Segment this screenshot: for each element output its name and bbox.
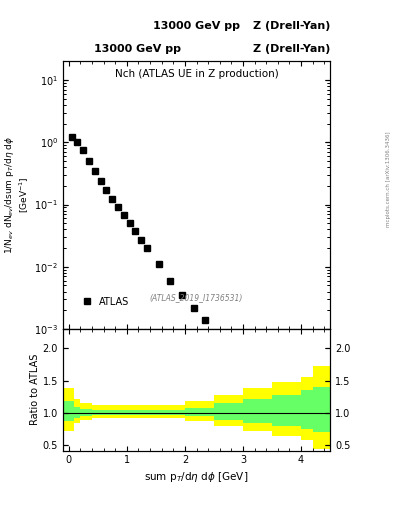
Line: ATLAS: ATLAS: [69, 135, 324, 507]
ATLAS: [156, 261, 161, 267]
Text: Z (Drell-Yan): Z (Drell-Yan): [253, 21, 330, 31]
ATLAS: [92, 167, 97, 174]
ATLAS: [69, 134, 74, 140]
Y-axis label: 1/N$_{ev}$ dN$_{ev}$/dsum p$_T$/d$\eta$ d$\phi$
[GeV$^{-1}$]: 1/N$_{ev}$ dN$_{ev}$/dsum p$_T$/d$\eta$ …: [3, 136, 31, 254]
ATLAS: [180, 292, 184, 298]
Text: Z (Drell-Yan): Z (Drell-Yan): [253, 44, 330, 54]
Text: 13000 GeV pp: 13000 GeV pp: [153, 21, 240, 31]
Text: mcplots.cern.ch [arXiv:1306.3436]: mcplots.cern.ch [arXiv:1306.3436]: [386, 132, 391, 227]
ATLAS: [133, 228, 138, 234]
ATLAS: [168, 278, 173, 284]
ATLAS: [290, 396, 295, 402]
ATLAS: [104, 187, 109, 194]
ATLAS: [273, 381, 277, 387]
ATLAS: [98, 178, 103, 184]
ATLAS: [110, 196, 115, 202]
ATLAS: [121, 212, 126, 218]
ATLAS: [319, 502, 324, 508]
ATLAS: [203, 317, 208, 323]
ATLAS: [307, 412, 312, 418]
Text: (ATLAS_2019_I1736531): (ATLAS_2019_I1736531): [150, 293, 243, 302]
Legend: ATLAS: ATLAS: [73, 293, 134, 311]
ATLAS: [238, 351, 242, 357]
Text: 13000 GeV pp: 13000 GeV pp: [94, 44, 181, 54]
ATLAS: [116, 203, 120, 209]
ATLAS: [191, 305, 196, 311]
ATLAS: [81, 147, 86, 153]
ATLAS: [255, 367, 260, 373]
ATLAS: [139, 237, 144, 243]
ATLAS: [220, 334, 225, 340]
ATLAS: [87, 158, 92, 164]
Text: Nch (ATLAS UE in Z production): Nch (ATLAS UE in Z production): [115, 70, 278, 79]
ATLAS: [145, 245, 149, 251]
X-axis label: sum p$_T$/d$\eta$ d$\phi$ [GeV]: sum p$_T$/d$\eta$ d$\phi$ [GeV]: [144, 470, 249, 484]
ATLAS: [127, 220, 132, 226]
Y-axis label: Ratio to ATLAS: Ratio to ATLAS: [30, 354, 40, 425]
ATLAS: [75, 139, 80, 145]
